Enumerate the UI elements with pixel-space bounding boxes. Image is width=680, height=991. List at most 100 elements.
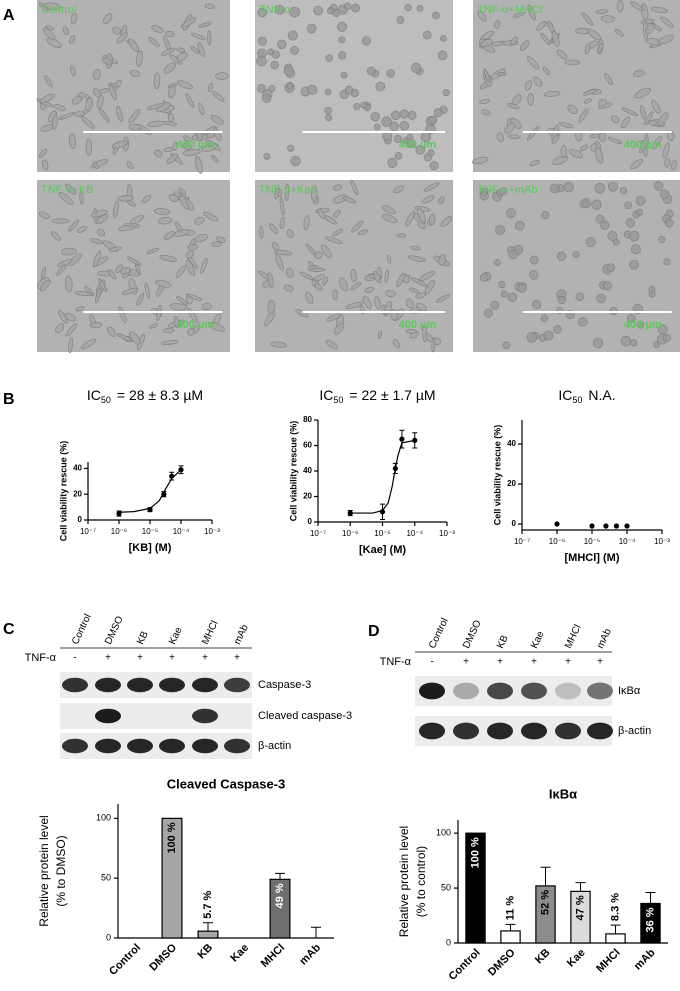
scale-label: 400 µm bbox=[624, 139, 662, 151]
cell bbox=[173, 316, 180, 329]
cell bbox=[263, 152, 271, 160]
cells bbox=[36, 2, 229, 174]
cell bbox=[650, 6, 668, 14]
cell bbox=[41, 159, 49, 171]
cell bbox=[70, 12, 78, 25]
cell bbox=[337, 21, 348, 32]
cell bbox=[160, 47, 176, 56]
cell bbox=[127, 38, 139, 52]
cell bbox=[93, 68, 101, 81]
cell bbox=[51, 114, 58, 130]
blot-band bbox=[419, 722, 445, 740]
cell bbox=[644, 111, 654, 126]
cell bbox=[630, 159, 643, 170]
cell bbox=[527, 56, 540, 70]
cell bbox=[389, 121, 399, 131]
cell bbox=[166, 153, 179, 164]
cell bbox=[324, 88, 332, 96]
cell bbox=[136, 292, 145, 306]
cell bbox=[660, 16, 674, 28]
cell bbox=[410, 245, 421, 251]
cell bbox=[483, 67, 490, 82]
blot-band bbox=[224, 677, 250, 693]
cell bbox=[556, 251, 567, 262]
cell bbox=[409, 287, 420, 294]
error-bar bbox=[203, 922, 213, 932]
cell bbox=[429, 213, 436, 226]
title-part: = 28 ± 8.3 µM bbox=[117, 387, 203, 403]
cell bbox=[331, 228, 343, 237]
title-part: IC bbox=[319, 387, 333, 403]
cell bbox=[524, 80, 533, 91]
cell bbox=[309, 267, 326, 272]
cell bbox=[479, 38, 493, 48]
x-tick-label: 10⁻⁶ bbox=[342, 529, 358, 538]
cell bbox=[575, 292, 585, 302]
cell bbox=[173, 191, 182, 198]
image-label: Control bbox=[41, 4, 76, 16]
cell bbox=[176, 47, 186, 53]
cell bbox=[513, 12, 526, 18]
cell bbox=[440, 216, 453, 227]
cell bbox=[664, 218, 674, 228]
cell bbox=[283, 65, 294, 76]
cell bbox=[176, 80, 194, 90]
cell bbox=[621, 107, 639, 117]
cell bbox=[611, 115, 620, 124]
cell bbox=[382, 214, 398, 224]
bar bbox=[161, 817, 183, 939]
cell bbox=[648, 119, 657, 126]
cell bbox=[652, 23, 662, 32]
cell bbox=[149, 323, 159, 329]
cell bbox=[651, 135, 662, 150]
cell bbox=[663, 258, 671, 266]
error-bar bbox=[311, 926, 321, 938]
cell bbox=[507, 134, 521, 139]
cell bbox=[640, 105, 647, 120]
scale-label: 400 µm bbox=[399, 319, 437, 331]
cell bbox=[552, 325, 562, 334]
cell bbox=[311, 185, 318, 203]
cell bbox=[317, 208, 326, 220]
cell bbox=[207, 30, 212, 46]
cell bbox=[287, 30, 298, 41]
cell bbox=[373, 123, 381, 131]
scale-label: 400 µm bbox=[176, 319, 214, 331]
cell bbox=[172, 141, 178, 152]
cell bbox=[271, 241, 280, 251]
cell bbox=[108, 84, 117, 100]
cell bbox=[659, 189, 670, 200]
band-label: β-actin bbox=[258, 740, 291, 752]
cell bbox=[333, 184, 343, 191]
cell bbox=[286, 229, 294, 239]
data-point bbox=[613, 523, 620, 529]
value-label: 100 % bbox=[469, 837, 481, 868]
y-tick-label: 50 bbox=[101, 873, 111, 883]
cell bbox=[210, 115, 224, 125]
cell bbox=[279, 216, 285, 229]
cell bbox=[351, 3, 360, 13]
cell bbox=[68, 253, 82, 267]
cell bbox=[95, 287, 102, 304]
cell bbox=[79, 191, 84, 205]
cell bbox=[560, 144, 568, 159]
treatment-sign: - bbox=[430, 657, 433, 668]
data-point bbox=[392, 465, 398, 472]
scale-label: 400 µm bbox=[624, 319, 662, 331]
cell bbox=[612, 238, 620, 246]
cell bbox=[648, 285, 656, 293]
cell bbox=[117, 195, 135, 202]
cell bbox=[62, 26, 69, 36]
lane-label: Control bbox=[70, 613, 94, 647]
cell bbox=[375, 81, 386, 92]
cell bbox=[599, 220, 610, 230]
cell bbox=[175, 265, 187, 278]
cell bbox=[313, 5, 323, 16]
cell bbox=[495, 224, 506, 236]
cell bbox=[636, 208, 644, 216]
title-part: 50 bbox=[333, 395, 343, 405]
cell bbox=[112, 200, 119, 219]
cell bbox=[68, 337, 74, 354]
cell bbox=[268, 223, 278, 234]
y-tick-label: 0 bbox=[512, 519, 517, 528]
